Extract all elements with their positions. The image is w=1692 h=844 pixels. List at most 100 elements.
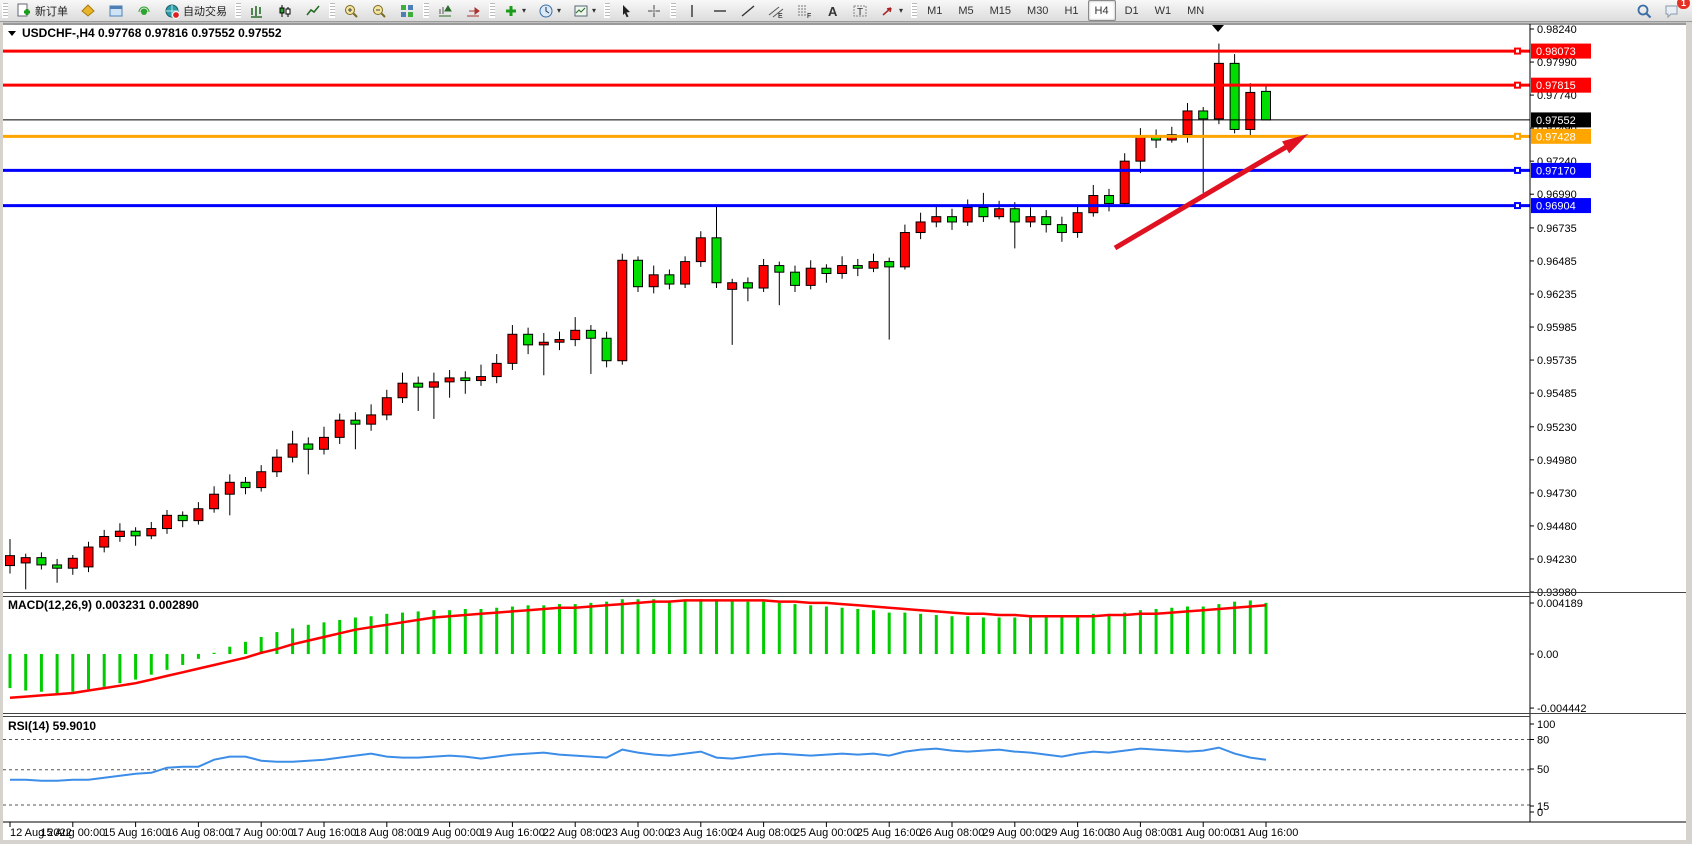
chart-collapse-caret[interactable] — [8, 31, 16, 36]
chevron-down-icon[interactable]: ▾ — [522, 6, 527, 15]
candle-up — [381, 397, 392, 416]
time-tick-label: 12 Aug 2022 — [10, 827, 72, 839]
indicators-button[interactable]: ▾ — [498, 0, 531, 21]
diamond-icon — [81, 3, 95, 17]
time-tick-label: 19 Aug 00:00 — [417, 827, 482, 839]
price-tick-label: 0.97990 — [1537, 57, 1577, 69]
templates-button[interactable]: ▾ — [568, 0, 601, 21]
search-button[interactable] — [1631, 0, 1657, 21]
timeframe-tf-h1-button[interactable]: H1 — [1057, 0, 1085, 21]
candle-up — [5, 555, 15, 567]
zoom-out-icon — [373, 4, 386, 18]
candle-down — [36, 557, 47, 566]
tile-windows-button[interactable] — [394, 0, 420, 21]
timeframe-tf-m1-button[interactable]: M1 — [920, 0, 949, 21]
trend-arrow-shaft[interactable] — [1113, 137, 1300, 251]
history-center-button[interactable] — [75, 0, 101, 21]
chevron-down-icon[interactable]: ▾ — [592, 6, 597, 15]
price-tick-label: 0.96735 — [1537, 223, 1577, 235]
time-tick-label: 19 Aug 16:00 — [480, 827, 545, 839]
periods-button[interactable]: ▾ — [533, 0, 566, 21]
time-tick-label: 31 Aug 16:00 — [1234, 827, 1299, 839]
candle-up — [476, 376, 486, 382]
notification-badge: 1 — [1677, 0, 1690, 9]
vertical-line-button[interactable] — [679, 0, 705, 21]
text-label-button[interactable]: T — [847, 0, 873, 21]
line-chart-button[interactable] — [300, 0, 326, 21]
candle-up — [83, 546, 94, 568]
timeframe-tf-mn-button[interactable]: MN — [1180, 0, 1211, 21]
macd-signal-line — [9, 599, 1267, 700]
chart-shift-button[interactable] — [460, 0, 486, 21]
cursor-button[interactable] — [613, 0, 639, 21]
fibonacci-button[interactable]: F — [791, 0, 817, 21]
candle-down — [821, 267, 832, 274]
horizontal-line-button[interactable] — [707, 0, 733, 21]
toolbar-right: 1 — [1630, 0, 1690, 21]
chart-shift-marker[interactable] — [1212, 25, 1224, 32]
trend-arrow-head[interactable] — [1282, 133, 1309, 154]
auto-trading-button[interactable]: 自动交易 — [159, 0, 232, 21]
arrows-button[interactable]: ▾ — [875, 0, 908, 21]
equidistant-channel-button[interactable]: E — [763, 0, 789, 21]
candle-up — [162, 514, 172, 530]
candlestick-chart-button[interactable] — [272, 0, 298, 21]
zoom-in-button[interactable] — [338, 0, 364, 21]
candle-down — [1009, 208, 1020, 223]
candlestick-series — [5, 43, 1271, 590]
candle-up — [837, 265, 848, 274]
timeframe-tf-m5-button[interactable]: M5 — [951, 0, 980, 21]
signals-button[interactable] — [131, 0, 157, 21]
candle-up — [727, 282, 738, 290]
candle-up — [507, 333, 518, 364]
price-tag-label: 0.96904 — [1536, 201, 1576, 213]
svg-text:T: T — [857, 7, 863, 18]
notifications-button[interactable]: 1 — [1659, 0, 1690, 21]
timeframe-tf-m30-button[interactable]: M30 — [1020, 0, 1055, 21]
price-tag — [1531, 162, 1591, 178]
auto-scroll-button[interactable] — [432, 0, 458, 21]
trendline-button[interactable] — [735, 0, 761, 21]
tf-m30-label: M30 — [1027, 4, 1049, 17]
zoom-out-button[interactable] — [366, 0, 392, 21]
price-tag — [1531, 198, 1591, 214]
chevron-down-icon[interactable]: ▾ — [899, 6, 904, 15]
candle-down — [303, 443, 314, 450]
tf-d1-label: D1 — [1124, 4, 1139, 17]
timeframe-tf-w1-button[interactable]: W1 — [1148, 0, 1179, 21]
bar-chart-button[interactable] — [244, 0, 270, 21]
hline-objects[interactable] — [3, 47, 1530, 210]
price-tags: 0.98073 0.97815 0.97552 0.97428 0.97170 0.969… — [1531, 43, 1591, 214]
trend-icon — [741, 4, 755, 17]
price-tag — [1531, 43, 1591, 59]
timeframe-tf-d1-button[interactable]: D1 — [1118, 0, 1146, 21]
new-order-button[interactable]: 新订单 — [11, 0, 73, 21]
macd-tick-label: -0.004442 — [1537, 703, 1587, 715]
candle-up — [67, 557, 78, 569]
candle-up — [193, 508, 204, 522]
crosshair-button[interactable] — [641, 0, 667, 21]
price-tick-label: 0.96485 — [1537, 256, 1577, 268]
market-watch-button[interactable] — [103, 0, 129, 21]
candle-down — [1056, 224, 1067, 234]
toolbar-group-cursor — [602, 0, 668, 21]
toolbar-grip — [329, 3, 335, 18]
candle-up — [899, 232, 910, 268]
timeframe-tf-m15-button[interactable]: M15 — [983, 0, 1018, 21]
timeframe-tf-h4-button[interactable]: H4 — [1087, 0, 1116, 21]
candle-up — [1135, 135, 1146, 162]
candle-down — [413, 382, 424, 388]
shift-icon — [467, 6, 480, 16]
price-tick-label: 0.94230 — [1537, 554, 1577, 566]
chart-ohlc-header: USDCHF-,H4 0.97768 0.97816 0.97552 0.975… — [22, 26, 282, 40]
trend-arrow-object[interactable] — [1113, 133, 1309, 251]
rsi-header: RSI(14) 59.9010 — [8, 719, 96, 733]
text-button[interactable]: A — [819, 0, 845, 21]
cursor-icon — [623, 4, 631, 17]
chevron-down-icon[interactable]: ▾ — [557, 6, 562, 15]
clock-icon — [539, 4, 553, 17]
chart-background — [0, 21, 1692, 844]
candle-down — [240, 481, 251, 489]
doc-plus-icon — [17, 3, 30, 16]
price-tag-label: 0.97170 — [1536, 165, 1576, 177]
